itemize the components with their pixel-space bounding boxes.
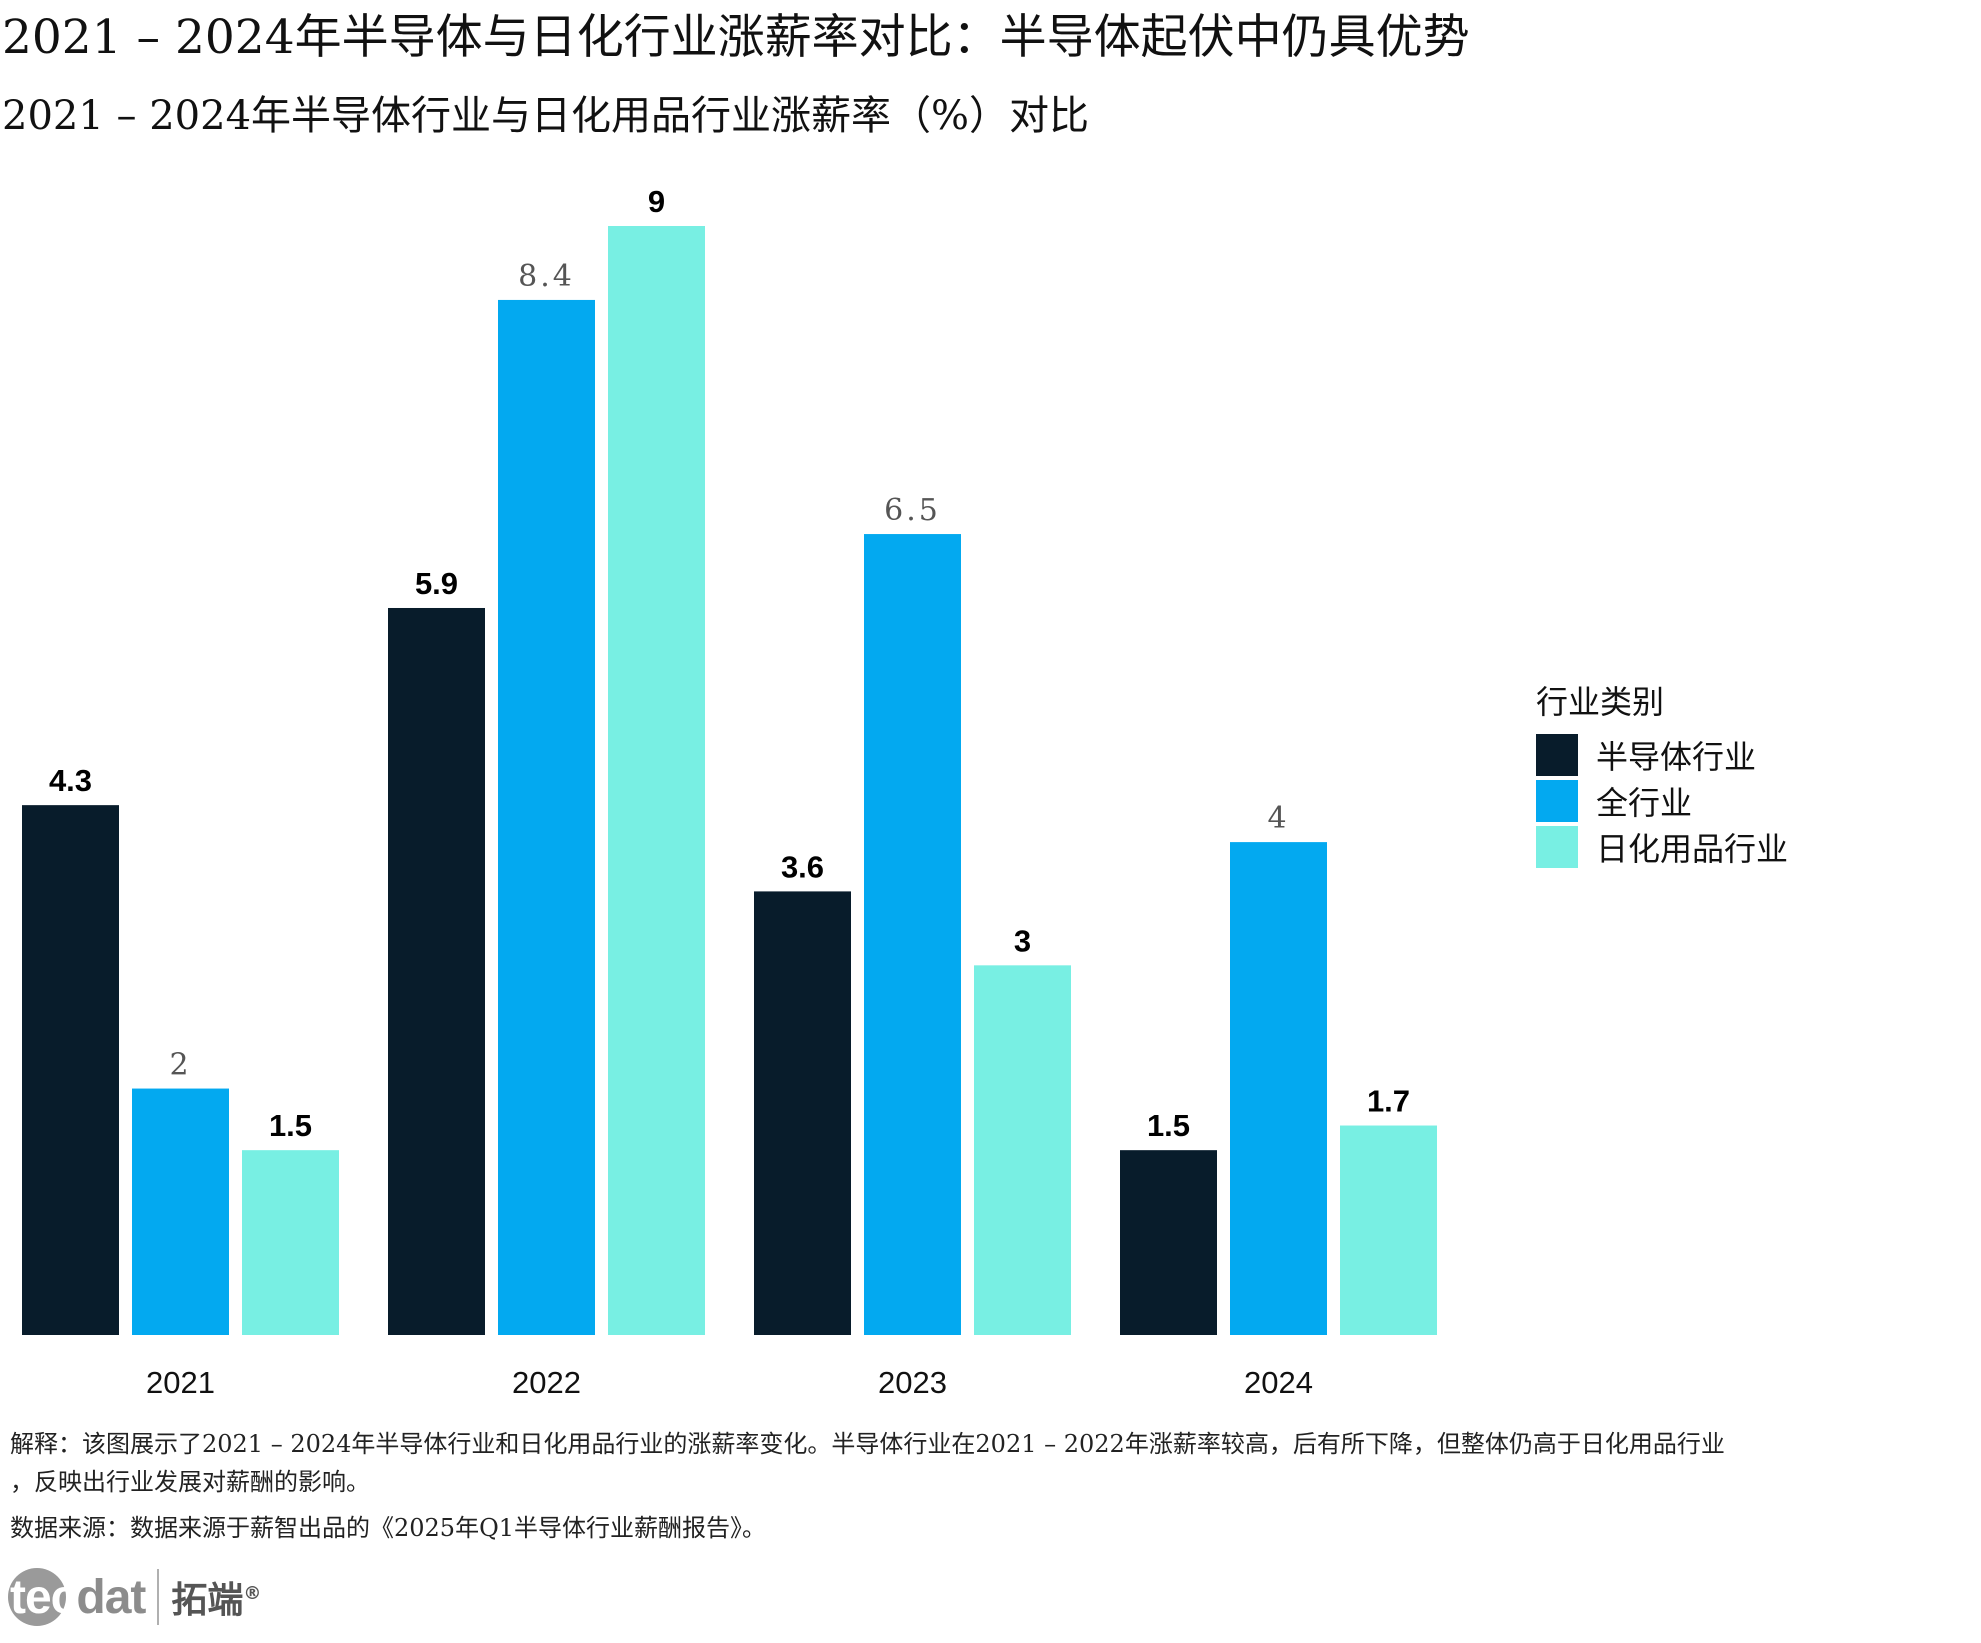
x-tick-label-2021: 2021 (146, 1365, 215, 1400)
legend-item-2: 日化用品行业 (1536, 824, 1788, 870)
legend-label-2: 日化用品行业 (1596, 830, 1789, 868)
legend: 行业类别 半导体行业全行业日化用品行业 (1536, 680, 1788, 870)
logo-text-tec: tec (10, 1570, 77, 1624)
bar-2024-series-1 (1230, 842, 1327, 1335)
data-label-2021-series-1: 2 (169, 1048, 191, 1083)
data-label-2022-series-0: 5.9 (415, 566, 458, 601)
data-label-2022-series-1: 8.4 (518, 259, 575, 294)
legend-title: 行业类别 (1536, 683, 1665, 721)
bar-2021-series-1 (132, 1088, 229, 1335)
registered-mark: ® (243, 1583, 262, 1604)
legend-item-0: 半导体行业 (1536, 732, 1788, 778)
explanation-note: 解释：该图展示了2021 – 2024年半导体行业和日化用品行业的涨薪率变化。半… (10, 1430, 1725, 1458)
data-label-2022-series-2: 9 (648, 184, 665, 219)
data-label-2024-series-2: 1.7 (1367, 1084, 1410, 1119)
data-label-2021-series-0: 4.3 (49, 763, 92, 798)
legend-swatch-1 (1536, 780, 1578, 822)
logo-text-cn: 拓端® (171, 1580, 262, 1621)
bar-2023-series-2 (974, 965, 1071, 1335)
data-label-2024-series-0: 1.5 (1147, 1108, 1190, 1143)
legend-swatch-0 (1536, 734, 1578, 776)
bar-2024-series-2 (1340, 1125, 1437, 1335)
data-label-2023-series-1: 6.5 (884, 493, 941, 528)
explanation-note-continued: ，反映出行业发展对薪酬的影响。 (10, 1468, 370, 1496)
data-label-2023-series-0: 3.6 (781, 849, 824, 884)
source-note: 数据来源：数据来源于薪智出品的《2025年Q1半导体行业薪酬报告》。 (10, 1514, 767, 1542)
bar-2023-series-1 (864, 534, 961, 1335)
legend-swatch-2 (1536, 826, 1578, 868)
data-label-2023-series-2: 3 (1014, 923, 1031, 958)
bar-chart: 4.3 2 1.5 2021 5.9 8.4 9 2022 3.6 6.5 3 2023 1.5 4 1.7… (22, 184, 1437, 1400)
x-tick-label-2022: 2022 (512, 1365, 581, 1400)
bar-2022-series-2 (608, 226, 705, 1335)
bar-2024-series-0 (1120, 1150, 1217, 1335)
chart-title: 2021 – 2024年半导体与日化行业涨薪率对比：半导体起伏中仍具优势 (2, 10, 1470, 65)
legend-label-1: 全行业 (1596, 784, 1693, 822)
data-label-2024-series-1: 4 (1267, 801, 1289, 836)
logo-divider (157, 1569, 160, 1625)
data-label-2021-series-2: 1.5 (269, 1108, 312, 1143)
x-tick-label-2024: 2024 (1244, 1365, 1313, 1400)
bar-2022-series-0 (388, 607, 485, 1335)
bar-2021-series-2 (242, 1150, 339, 1335)
logo-text-dat: dat (76, 1570, 146, 1624)
legend-label-0: 半导体行业 (1596, 738, 1757, 776)
bar-2021-series-0 (22, 805, 119, 1335)
bar-2023-series-0 (754, 891, 851, 1335)
x-tick-label-2023: 2023 (878, 1365, 947, 1400)
chart-subtitle: 2021 – 2024年半导体行业与日化用品行业涨薪率（%）对比 (2, 93, 1090, 139)
tecdat-logo: tec dat 拓端® (4, 1562, 261, 1632)
legend-item-1: 全行业 (1536, 778, 1788, 824)
bar-2022-series-1 (498, 299, 595, 1335)
logo-circle-icon (8, 1568, 66, 1626)
